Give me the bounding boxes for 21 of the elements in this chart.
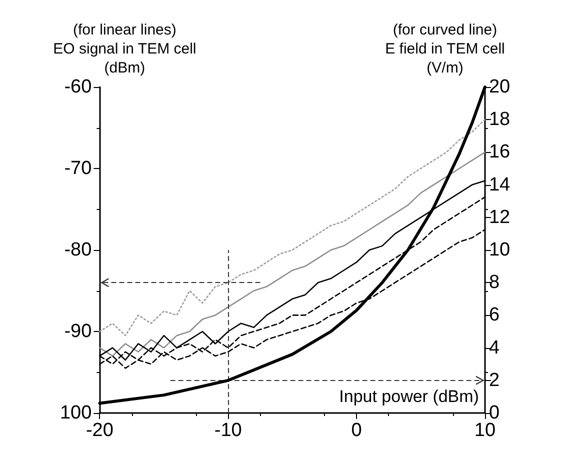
- y2-tick-label: 4: [488, 337, 500, 358]
- line-series: [99, 118, 486, 336]
- x-axis-title: Input power (dBm): [339, 387, 479, 406]
- y-tick-label: -60: [64, 76, 92, 98]
- y2-tick-label: 20: [488, 76, 510, 98]
- x-tick-label: -10: [214, 420, 242, 441]
- line-series: [99, 152, 486, 357]
- y2-tick-label: 8: [488, 272, 500, 294]
- y-tick-label: -70: [64, 158, 92, 179]
- y2-tick-label: 6: [488, 304, 500, 326]
- y2-axis-title: (for curved line) E field in TEM cell (V/m): [385, 22, 505, 77]
- y-axis-title: (for linear lines) EO signal in TEM cell (dBm): [53, 22, 196, 77]
- y2-tick-label: 10: [488, 240, 510, 260]
- y2-tick-label: 2: [488, 370, 500, 391]
- y-tick-label: -90: [64, 321, 92, 342]
- y2-tick-label: 14: [488, 174, 511, 196]
- y2-tick-label: 16: [488, 142, 510, 163]
- y2-tick-label: 12: [488, 206, 510, 228]
- x-tick-label: 0: [351, 420, 362, 441]
- y2-tick-label: 18: [488, 109, 510, 130]
- y-tick-label: -80: [64, 240, 92, 260]
